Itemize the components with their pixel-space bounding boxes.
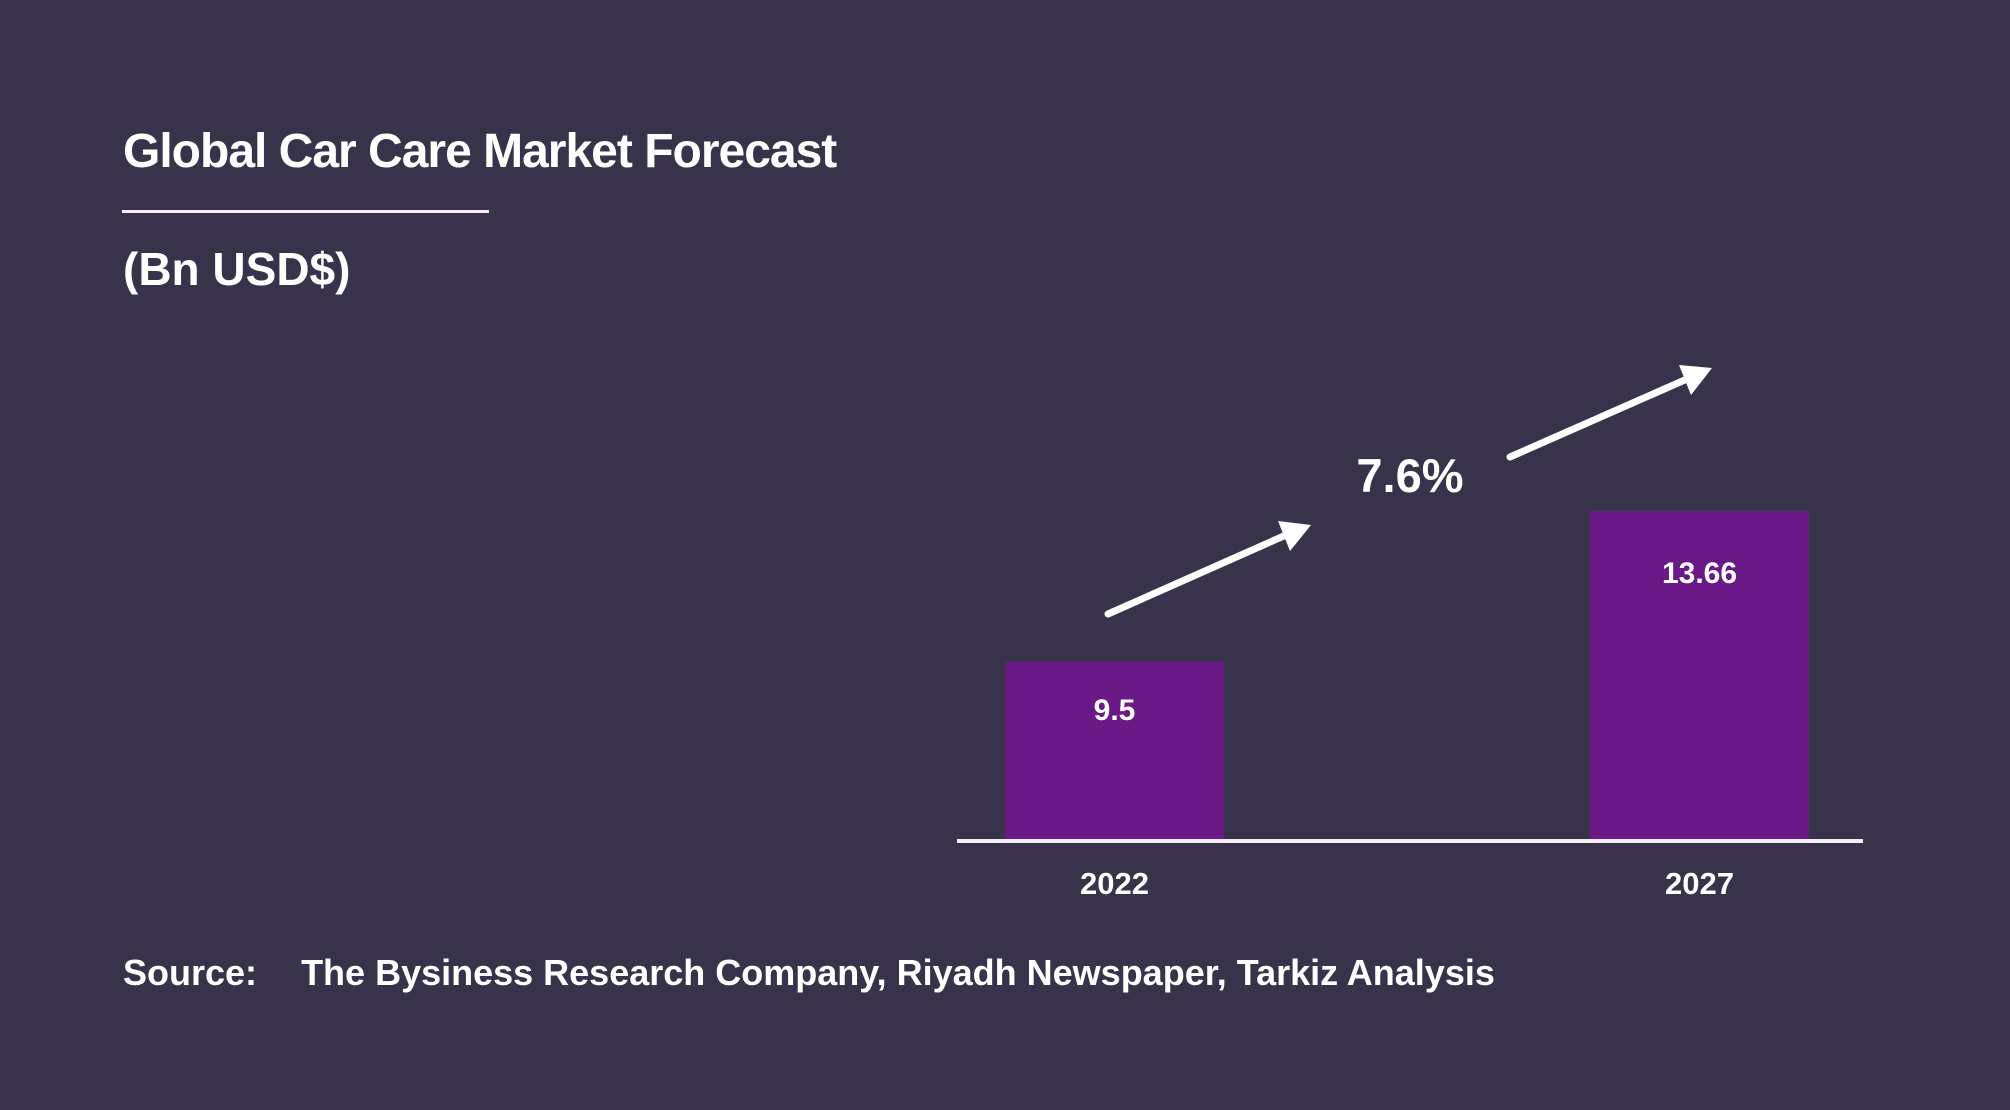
source-prefix-label: Source: (123, 952, 258, 993)
source-text: The Bysiness Research Company, Riyadh Ne… (301, 952, 1495, 993)
bar-value-label-2022: 9.5 (1093, 694, 1136, 727)
source-line: Source: The Bysiness Research Company, R… (123, 952, 1495, 994)
growth-rate-label: 7.6% (1356, 449, 1464, 502)
growth-arrow-left-icon (1104, 521, 1311, 618)
growth-arrow-right-icon (1506, 365, 1712, 461)
chart-title: Global Car Care Market Forecast (123, 125, 837, 178)
unit-label: (Bn USD$) (123, 243, 351, 295)
bar-2027: 13.66 (1590, 511, 1809, 839)
bar-2022: 9.5 (1005, 662, 1224, 839)
x-tick-label-2022: 2022 (1080, 866, 1149, 901)
x-tick-label-2027: 2027 (1665, 866, 1734, 901)
title-underline (122, 210, 489, 213)
bar-value-label-2027: 13.66 (1661, 557, 1738, 590)
x-axis-line (957, 839, 1863, 843)
